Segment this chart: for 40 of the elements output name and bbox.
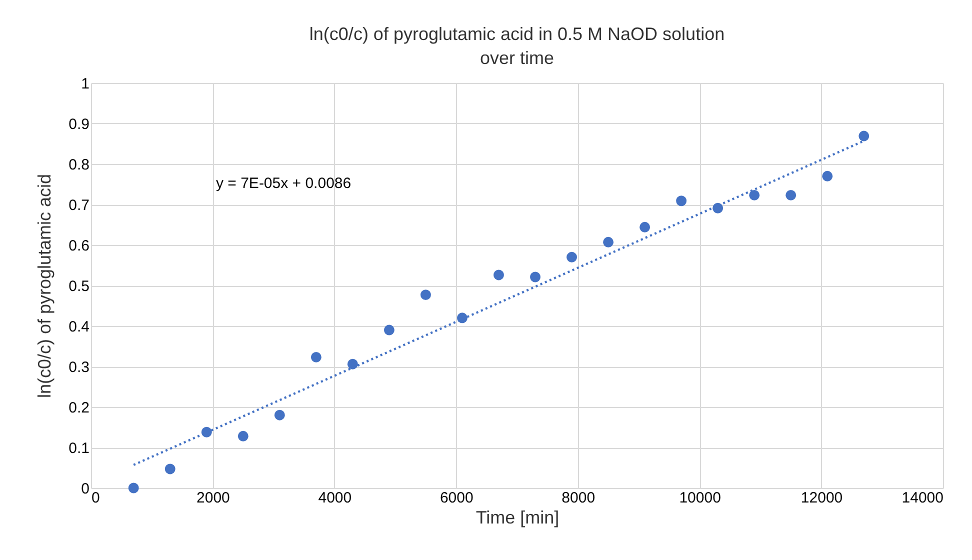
y-tick-label: 0.9 bbox=[68, 116, 90, 133]
point bbox=[128, 482, 139, 494]
point bbox=[749, 190, 760, 200]
y-tick-label: 0.7 bbox=[68, 197, 90, 214]
x-tick-label: 10000 bbox=[679, 490, 721, 506]
y-tick-label: 0.8 bbox=[68, 156, 90, 174]
y-tick-label: 0.4 bbox=[68, 318, 90, 336]
point bbox=[164, 464, 176, 474]
y-tick-label: 0.3 bbox=[68, 359, 90, 376]
y-tick-label: 0.5 bbox=[68, 278, 90, 295]
point bbox=[640, 222, 650, 232]
x-tick-label: 2000 bbox=[196, 490, 230, 506]
y-tick-label: 0.1 bbox=[68, 440, 90, 457]
y-tick-label: 0.2 bbox=[68, 400, 90, 416]
point bbox=[603, 236, 614, 248]
point bbox=[347, 358, 358, 370]
point bbox=[384, 324, 394, 336]
point bbox=[310, 352, 322, 362]
chart-title: ln(c0/c) of pyroglutamic acid in 0.5 M NaOD solution over time bbox=[309, 24, 725, 68]
point bbox=[494, 270, 504, 280]
point bbox=[530, 272, 540, 282]
x-tick-label: 4000 bbox=[318, 490, 352, 506]
point bbox=[822, 170, 833, 182]
x-tick-label: 12000 bbox=[800, 490, 843, 506]
point bbox=[566, 252, 578, 262]
point bbox=[238, 430, 248, 442]
y-tick-label: 1 bbox=[81, 76, 90, 92]
point bbox=[786, 190, 796, 200]
point bbox=[858, 130, 870, 142]
point bbox=[676, 196, 687, 206]
x-axis-title: Time [min] bbox=[476, 508, 560, 528]
x-tick-label: 8000 bbox=[562, 490, 596, 506]
point bbox=[420, 290, 431, 300]
y-tick-label: 0.6 bbox=[68, 238, 90, 254]
x-tick-label: 0 bbox=[92, 490, 100, 506]
y-axis-title: ln(c0/c) of pyroglutamic acid bbox=[34, 174, 55, 398]
point bbox=[274, 410, 285, 420]
annotation: y = 7E-05x + 0.0086 bbox=[216, 175, 352, 192]
x-tick-label: 6000 bbox=[440, 490, 474, 506]
x-tick-label: 14000 bbox=[902, 490, 944, 506]
